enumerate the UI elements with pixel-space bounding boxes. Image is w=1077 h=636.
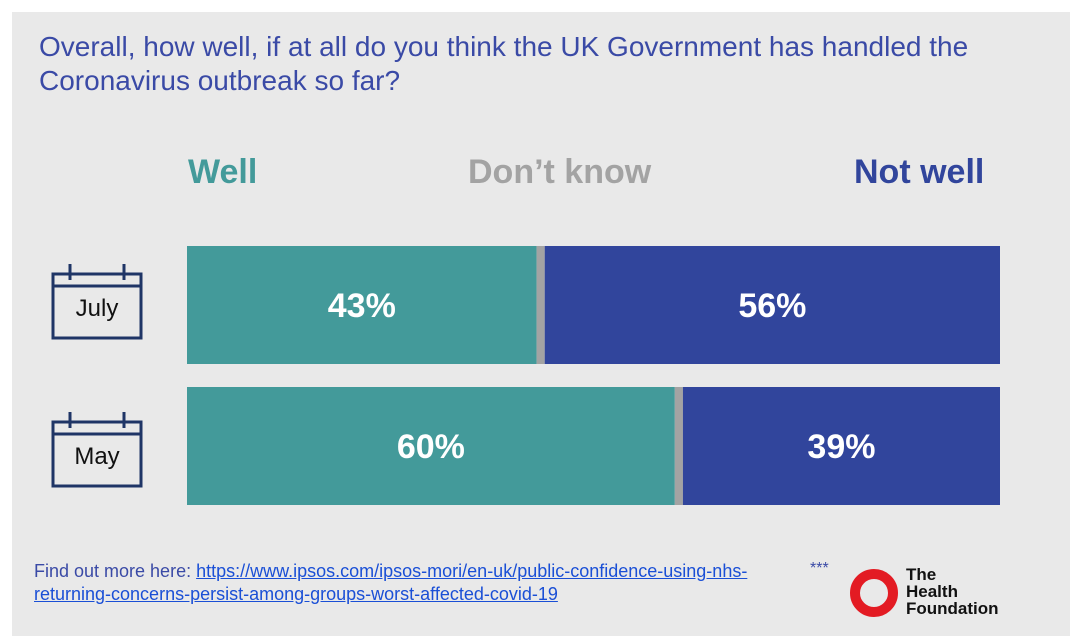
- row-label-may: May: [50, 408, 143, 488]
- data-label-not-well-july: 56%: [738, 287, 806, 325]
- row-label-july: July: [50, 260, 143, 340]
- data-label-not-well-may: 39%: [807, 428, 875, 466]
- calendar-icon: [51, 412, 143, 488]
- row-label-text: May: [74, 443, 120, 470]
- health-foundation-logo: The Health Foundation: [848, 564, 1018, 624]
- logo-line-1: The: [906, 565, 937, 584]
- slide: Overall, how well, if at all do you thin…: [12, 12, 1070, 636]
- calendar-icon: [51, 264, 143, 340]
- source-link[interactable]: https://www.ipsos.com/ipsos-mori/en-uk/p…: [34, 561, 748, 604]
- ring-logo-icon: [850, 569, 898, 617]
- row-label-text: July: [75, 295, 119, 322]
- data-label-well-may: 60%: [397, 428, 465, 466]
- bar-well-july: [187, 246, 537, 364]
- logo-line-2: Health: [906, 582, 958, 601]
- footer-note: Find out more here: https://www.ipsos.co…: [34, 560, 814, 606]
- bar-dont-know-july: [536, 246, 545, 364]
- footnote-stars: ***: [810, 560, 829, 577]
- legend-not-well: Not well: [854, 153, 985, 191]
- logo-text: The Health Foundation: [906, 566, 999, 617]
- logo-line-3: Foundation: [906, 599, 999, 618]
- stacked-bar-chart: 43% 56% 60% 39%: [187, 246, 1000, 505]
- data-label-well-july: 43%: [328, 287, 396, 325]
- legend-dont-know: Don’t know: [468, 153, 652, 191]
- footer-prefix: Find out more here:: [34, 561, 197, 581]
- legend-well: Well: [188, 153, 258, 191]
- bar-not-well-july: [544, 246, 1000, 364]
- chart-title: Overall, how well, if at all do you thin…: [39, 31, 969, 96]
- bar-well-may: [187, 387, 675, 505]
- bar-dont-know-may: [674, 387, 683, 505]
- bar-not-well-may: [682, 387, 1000, 505]
